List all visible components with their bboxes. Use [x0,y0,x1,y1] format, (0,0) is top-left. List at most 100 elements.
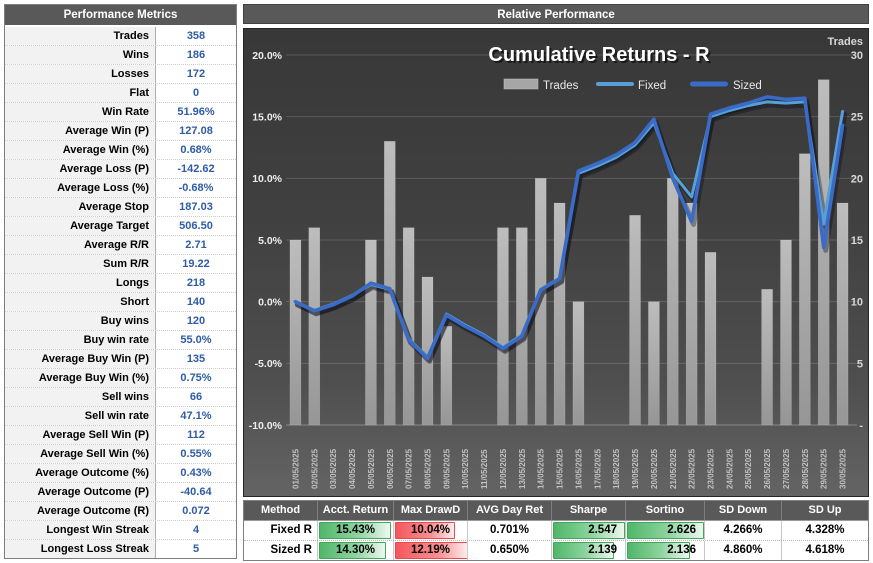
metric-label[interactable]: Trades [5,27,156,45]
acct-return-cell[interactable]: 14.30% [318,541,394,560]
metric-value[interactable]: 358 [156,27,236,45]
sortino-cell[interactable]: 2.626 [626,521,705,540]
metric-label[interactable]: Wins [5,46,156,64]
trades-bar[interactable] [685,202,698,426]
metric-label[interactable]: Average Loss (P) [5,160,156,178]
metric-value[interactable]: 172 [156,65,236,83]
metric-label[interactable]: Average Win (%) [5,141,156,159]
x-axis-date-label: 13/05/2025 [518,448,527,489]
metric-label[interactable]: Sell win rate [5,407,156,425]
x-axis-date-label: 21/05/2025 [669,448,678,489]
sd-down-cell[interactable]: 4.266% [705,521,782,540]
sized-line[interactable] [293,95,845,361]
metric-value[interactable]: 51.96% [156,103,236,121]
max-drawdown-cell[interactable]: 12.19% [394,541,468,560]
metric-label[interactable]: Win Rate [5,103,156,121]
metric-label[interactable]: Longs [5,274,156,292]
metric-label[interactable]: Average Target [5,217,156,235]
metric-value[interactable]: 2.71 [156,236,236,254]
acct-return-cell[interactable]: 15.43% [318,521,394,540]
method-cell[interactable]: Fixed R [244,521,318,540]
metric-value[interactable]: 19.22 [156,255,236,273]
trades-bar[interactable] [572,301,585,426]
metric-label[interactable]: Average Sell Win (P) [5,426,156,444]
metric-label[interactable]: Average Outcome (R) [5,502,156,520]
metric-value[interactable]: 186 [156,46,236,64]
metric-label[interactable]: Flat [5,84,156,102]
metric-value[interactable]: 112 [156,426,236,444]
fixed-legend-label[interactable]: Fixed [638,80,666,92]
max-drawdown-cell[interactable]: 10.04% [394,521,468,540]
metric-value[interactable]: 140 [156,293,236,311]
trades-bar[interactable] [817,79,830,426]
trades-bar[interactable] [289,239,302,426]
metric-value[interactable]: 66 [156,388,236,406]
metric-label[interactable]: Average Buy Win (%) [5,369,156,387]
trades-bar[interactable] [799,153,811,426]
metric-value[interactable]: -142.62 [156,160,236,178]
metric-label[interactable]: Sell wins [5,388,156,406]
metric-value[interactable]: 55.0% [156,331,236,349]
metric-value[interactable]: 0.75% [156,369,236,387]
metric-label[interactable]: Average Loss (%) [5,179,156,197]
metric-label[interactable]: Buy wins [5,312,156,330]
sd-down-cell[interactable]: 4.860% [705,541,782,560]
sharpe-cell[interactable]: 2.547 [552,521,626,540]
metric-value[interactable]: 120 [156,312,236,330]
trades-bar[interactable] [780,239,792,426]
metric-value[interactable]: 135 [156,350,236,368]
avg-day-ret-cell[interactable]: 0.650% [468,541,552,560]
metric-value[interactable]: -0.68% [156,179,236,197]
metric-label[interactable]: Average Sell Win (%) [5,445,156,463]
method-cell[interactable]: Sized R [244,541,318,560]
cumulative-returns-svg[interactable]: 20.0% 15.0% 10.0% 5.0% 0.0% -5.0% -10.0% Trades… [244,29,868,496]
metric-label[interactable]: Average R/R [5,236,156,254]
metric-value[interactable]: 47.1% [156,407,236,425]
metric-value[interactable]: 127.08 [156,122,236,140]
trades-bar[interactable] [308,227,321,426]
sized-legend-label[interactable]: Sized [733,80,762,92]
metric-value[interactable]: 0.55% [156,445,236,463]
trades-bar[interactable] [629,215,641,426]
metric-value[interactable]: 4 [156,521,236,539]
metric-label[interactable]: Average Outcome (%) [5,464,156,482]
metric-value[interactable]: 218 [156,274,236,292]
trades-bar[interactable] [761,289,773,426]
trades-bar[interactable] [384,141,396,426]
metric-label[interactable]: Losses [5,65,156,83]
metric-label[interactable]: Short [5,293,156,311]
avg-day-ret-cell-value: 0.701% [489,524,529,536]
metric-label[interactable]: Buy win rate [5,331,156,349]
metric-label[interactable]: Sum R/R [5,255,156,273]
metric-value[interactable]: -40.64 [156,483,236,501]
metric-label[interactable]: Average Outcome (P) [5,483,156,501]
metric-value[interactable]: 0 [156,84,236,102]
trades-bar[interactable] [365,239,377,426]
sharpe-cell[interactable]: 2.139 [552,541,626,560]
sortino-cell[interactable]: 2.136 [626,541,705,560]
avg-day-ret-cell[interactable]: 0.701% [468,521,552,540]
metric-label[interactable]: Average Win (P) [5,122,156,140]
sd-up-cell[interactable]: 4.328% [782,521,868,540]
trades-bar[interactable] [704,252,717,426]
metric-value[interactable]: 187.03 [156,198,236,216]
metric-value[interactable]: 0.072 [156,502,236,520]
metric-label[interactable]: Average Stop [5,198,156,216]
trades-bar[interactable] [667,178,679,426]
trades-bar[interactable] [497,227,509,426]
metric-label[interactable]: Longest Win Streak [5,521,156,539]
trades-legend-label[interactable]: Trades [543,80,579,92]
metric-label[interactable]: Average Buy Win (P) [5,350,156,368]
trades-bar[interactable] [836,202,849,426]
trades-bar[interactable] [648,301,660,426]
trades-bar[interactable] [440,326,453,426]
chart-legend[interactable]: Trades Fixed Sized [503,78,762,92]
metric-value[interactable]: 0.68% [156,141,236,159]
metric-label[interactable]: Longest Loss Streak [5,540,156,558]
metric-value[interactable]: 5 [156,540,236,558]
cumulative-returns-chart[interactable]: 20.0% 15.0% 10.0% 5.0% 0.0% -5.0% -10.0% Trades… [243,28,869,497]
sd-up-cell[interactable]: 4.618% [782,541,868,560]
trades-bar[interactable] [553,202,566,426]
metric-value[interactable]: 0.43% [156,464,236,482]
metric-value[interactable]: 506.50 [156,217,236,235]
